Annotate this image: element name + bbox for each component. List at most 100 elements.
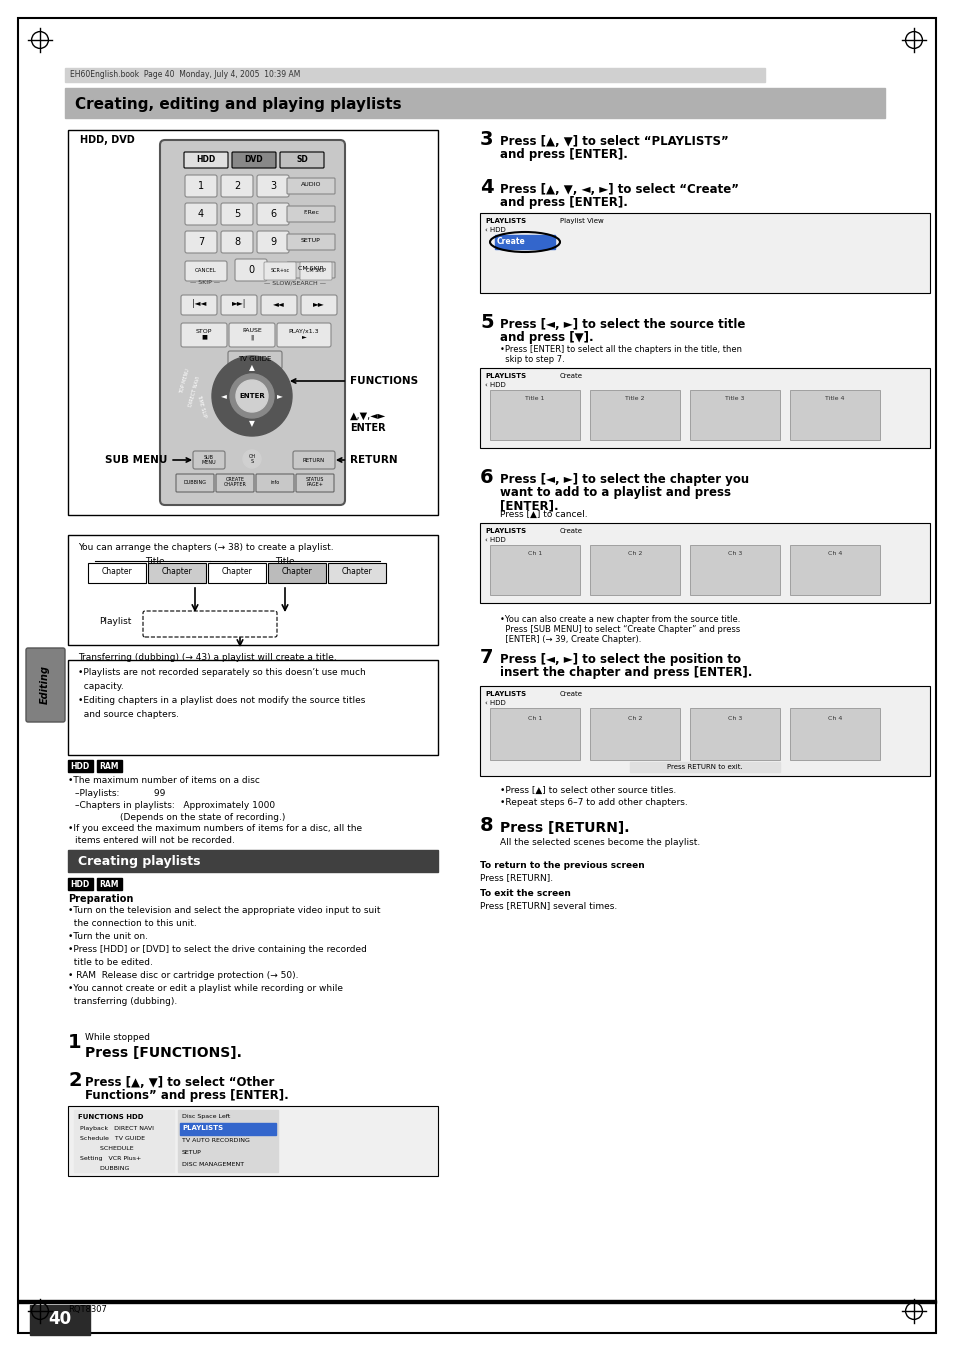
Text: Press [◄, ►] to select the source title: Press [◄, ►] to select the source title <box>499 317 744 331</box>
Text: Title 1: Title 1 <box>525 396 544 401</box>
Text: 8: 8 <box>233 236 240 247</box>
Text: PLAYLISTS: PLAYLISTS <box>484 218 525 224</box>
Text: SETUP: SETUP <box>301 239 320 243</box>
Bar <box>268 563 326 584</box>
Text: To return to the previous screen: To return to the previous screen <box>479 861 644 870</box>
Text: TV GUIDE: TV GUIDE <box>238 357 272 362</box>
FancyBboxPatch shape <box>256 203 289 226</box>
FancyBboxPatch shape <box>293 451 335 469</box>
Text: HDD, DVD: HDD, DVD <box>80 135 134 145</box>
FancyBboxPatch shape <box>221 231 253 253</box>
Text: title to be edited.: title to be edited. <box>68 958 152 967</box>
Text: ▲,▼,◄►: ▲,▼,◄► <box>350 411 386 422</box>
Text: SUB MENU: SUB MENU <box>105 455 191 465</box>
Text: 4: 4 <box>479 178 493 197</box>
Text: 7: 7 <box>197 236 204 247</box>
Text: Title 4: Title 4 <box>824 396 843 401</box>
Bar <box>208 563 266 584</box>
Bar <box>88 563 146 584</box>
Text: Press [RETURN] several times.: Press [RETURN] several times. <box>479 901 617 911</box>
Text: F.Rec: F.Rec <box>303 211 318 216</box>
Text: Press [FUNCTIONS].: Press [FUNCTIONS]. <box>85 1046 242 1061</box>
Text: •Press [▲] to select other source titles.: •Press [▲] to select other source titles… <box>499 786 676 794</box>
Text: Transferring (dubbing) (→ 43) a playlist will create a title.: Transferring (dubbing) (→ 43) a playlist… <box>78 653 336 662</box>
Text: Press [▲, ▼] to select “PLAYLISTS”: Press [▲, ▼] to select “PLAYLISTS” <box>499 135 728 149</box>
Text: •Playlists are not recorded separately so this doesn’t use much: •Playlists are not recorded separately s… <box>78 667 365 677</box>
Text: skip to step 7.: skip to step 7. <box>499 355 564 363</box>
Text: Editing: Editing <box>40 666 50 704</box>
Text: 8: 8 <box>479 816 493 835</box>
Bar <box>68 535 437 644</box>
Text: SCR+sc: SCR+sc <box>270 267 290 273</box>
Text: •You cannot create or edit a playlist while recording or while: •You cannot create or edit a playlist wh… <box>68 984 343 993</box>
Text: Chapter: Chapter <box>102 567 132 576</box>
Text: TV AUTO RECORDING: TV AUTO RECORDING <box>182 1138 250 1143</box>
Text: FUNCTIONS: FUNCTIONS <box>292 376 417 386</box>
Bar <box>689 544 780 594</box>
Text: Chapter: Chapter <box>341 567 372 576</box>
Text: STATUS
PAGE+: STATUS PAGE+ <box>306 477 324 488</box>
Text: 6: 6 <box>270 209 275 219</box>
Text: capacity.: capacity. <box>78 682 124 690</box>
Text: ‹ HDD: ‹ HDD <box>484 536 505 543</box>
Text: Chapter: Chapter <box>161 567 193 576</box>
Text: STOP
■: STOP ■ <box>195 328 212 339</box>
Bar <box>65 68 764 82</box>
Text: Press [SUB MENU] to select “Create Chapter” and press: Press [SUB MENU] to select “Create Chapt… <box>499 626 740 634</box>
Text: 3: 3 <box>270 181 275 190</box>
FancyBboxPatch shape <box>181 323 227 347</box>
Text: — SKIP —: — SKIP — <box>190 281 220 285</box>
FancyBboxPatch shape <box>280 153 324 168</box>
FancyBboxPatch shape <box>185 203 216 226</box>
Text: Chapter: Chapter <box>281 567 312 576</box>
Bar <box>68 850 437 871</box>
Bar <box>490 544 579 594</box>
Text: Playlist View: Playlist View <box>559 218 603 224</box>
FancyBboxPatch shape <box>184 153 228 168</box>
Text: •Turn on the television and select the appropriate video input to suit: •Turn on the television and select the a… <box>68 907 380 915</box>
Text: ►►|: ►►| <box>232 300 246 308</box>
Text: info: info <box>270 480 279 485</box>
Text: 9: 9 <box>270 236 275 247</box>
Bar <box>789 390 879 440</box>
Text: Preparation: Preparation <box>68 894 133 904</box>
Text: Functions” and press [ENTER].: Functions” and press [ENTER]. <box>85 1089 289 1102</box>
Text: Press [▲] to cancel.: Press [▲] to cancel. <box>499 509 587 519</box>
Bar <box>789 708 879 761</box>
Text: Ch 3: Ch 3 <box>727 551 741 557</box>
FancyBboxPatch shape <box>228 351 282 369</box>
Text: •The maximum number of items on a disc: •The maximum number of items on a disc <box>68 775 259 785</box>
Text: 1: 1 <box>68 1034 82 1052</box>
Text: SETUP: SETUP <box>182 1150 201 1155</box>
Text: Disc Space Left: Disc Space Left <box>182 1115 230 1119</box>
Text: |◄◄: |◄◄ <box>192 300 206 308</box>
Text: TIME SLIP: TIME SLIP <box>196 394 207 417</box>
Text: 40: 40 <box>49 1310 71 1328</box>
Bar <box>479 213 929 293</box>
Text: PAUSE
||: PAUSE || <box>242 328 262 339</box>
Text: Title 3: Title 3 <box>724 396 744 401</box>
Text: FUNCTIONS HDD: FUNCTIONS HDD <box>78 1115 143 1120</box>
Bar <box>490 708 579 761</box>
Text: 2: 2 <box>233 181 240 190</box>
Bar <box>479 367 929 449</box>
Text: Ch 2: Ch 2 <box>627 551 641 557</box>
Text: Press [▲, ▼] to select “Other: Press [▲, ▼] to select “Other <box>85 1075 274 1089</box>
Text: Press [◄, ►] to select the position to: Press [◄, ►] to select the position to <box>499 653 740 666</box>
Text: ENTER: ENTER <box>239 393 265 399</box>
Circle shape <box>212 357 292 436</box>
Bar <box>479 686 929 775</box>
Text: Creating playlists: Creating playlists <box>78 855 200 867</box>
Text: You can arrange the chapters (→ 38) to create a playlist.: You can arrange the chapters (→ 38) to c… <box>78 543 334 553</box>
Text: Press [◄, ►] to select the chapter you: Press [◄, ►] to select the chapter you <box>499 473 748 486</box>
Text: •Press [ENTER] to select all the chapters in the title, then: •Press [ENTER] to select all the chapter… <box>499 345 741 354</box>
Circle shape <box>243 450 261 467</box>
Bar <box>148 615 208 634</box>
Text: 2: 2 <box>68 1071 82 1090</box>
Bar <box>65 88 884 118</box>
Text: want to add to a playlist and press: want to add to a playlist and press <box>499 486 730 499</box>
Text: Press [RETURN].: Press [RETURN]. <box>499 821 629 835</box>
Text: CANCEL: CANCEL <box>195 267 216 273</box>
Bar <box>68 1106 437 1175</box>
Bar <box>30 1305 90 1335</box>
